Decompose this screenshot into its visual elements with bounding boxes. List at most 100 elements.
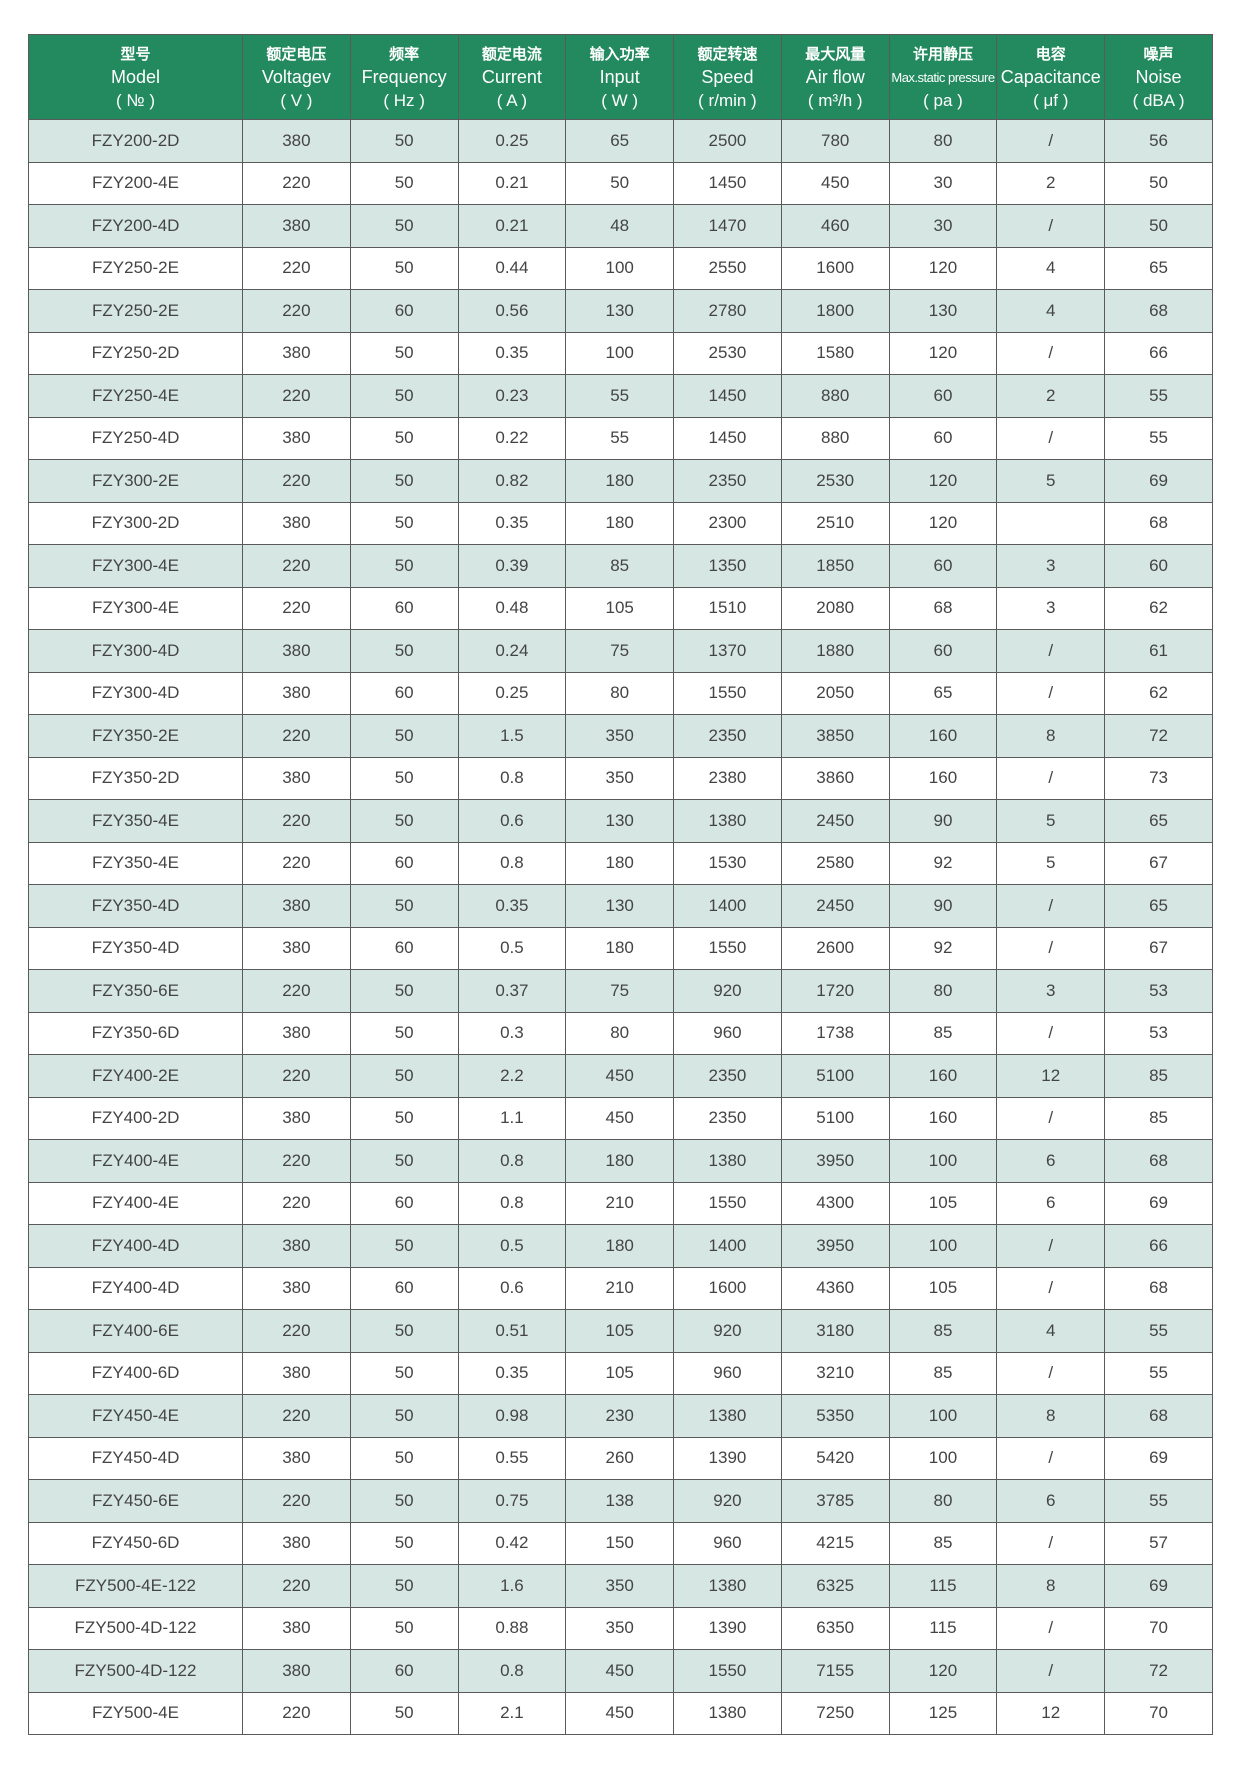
table-cell: / <box>996 1521 1106 1565</box>
table-cell: 72 <box>1104 714 1213 758</box>
table-cell: 1450 <box>673 416 782 460</box>
table-cell: 65 <box>565 119 675 163</box>
table-cell: 68 <box>1104 501 1213 545</box>
table-cell: 220 <box>242 586 351 630</box>
table-cell: / <box>996 629 1106 673</box>
table-cell: 105 <box>565 1309 675 1353</box>
table-cell: 55 <box>1104 1479 1213 1523</box>
header-text: ( pa ) <box>923 90 963 110</box>
table-cell: 350 <box>565 1606 675 1650</box>
table-cell: 160 <box>888 1096 998 1140</box>
table-row: FZY350-4E 220 50 0.6 130 1380 2450 90 5 65 <box>28 799 1213 843</box>
table-cell: 57 <box>1104 1521 1213 1565</box>
table-cell: 85 <box>888 1351 998 1395</box>
table-cell: FZY200-2D <box>28 119 243 163</box>
table-cell: 1380 <box>673 1691 782 1735</box>
table-cell: 50 <box>349 1691 459 1735</box>
table-cell: FZY250-2E <box>28 246 243 290</box>
table-cell: 220 <box>242 1054 351 1098</box>
header-text: ( A ) <box>496 90 528 110</box>
table-cell: 68 <box>1104 1266 1213 1310</box>
table-cell: 5 <box>996 799 1106 843</box>
table-cell: 380 <box>242 501 351 545</box>
table-cell: 2550 <box>673 246 782 290</box>
table-cell: 0.8 <box>457 841 567 885</box>
table-row: FZY250-4D 380 50 0.22 55 1450 880 60/55 <box>28 416 1213 460</box>
table-cell: 3 <box>996 586 1106 630</box>
table-cell: 1530 <box>673 841 782 885</box>
table-row: FZY250-2D 380 50 0.35 100 2530 1580 120/66 <box>28 331 1213 375</box>
table-cell: 5100 <box>780 1096 890 1140</box>
table-cell: 0.8 <box>457 1649 567 1693</box>
table-cell: 380 <box>242 204 351 248</box>
table-cell: 120 <box>888 1649 998 1693</box>
table-cell: 5 <box>996 841 1106 885</box>
table-cell: 50 <box>349 884 459 928</box>
table-cell: 350 <box>565 1564 675 1608</box>
table-cell: 100 <box>888 1394 998 1438</box>
table-cell: 50 <box>349 1521 459 1565</box>
table-row: FZY350-6D 380 50 0.3 80 960 1738 85/53 <box>28 1011 1213 1055</box>
table-cell: 4215 <box>780 1521 890 1565</box>
table-cell: 125 <box>888 1691 998 1735</box>
table-cell: 50 <box>349 1351 459 1395</box>
table-cell: 50 <box>349 1096 459 1140</box>
header-text: ( V ) <box>280 90 313 110</box>
table-cell: 0.25 <box>457 119 567 163</box>
table-row: FZY400-4E 220 50 0.8 180 1380 3950 100 6 68 <box>28 1139 1213 1183</box>
table-cell: 1450 <box>673 161 782 205</box>
header-text: 额定电流 <box>481 45 542 63</box>
table-cell: FZY300-2E <box>28 459 243 503</box>
table-cell: 0.8 <box>457 756 567 800</box>
header-text: ( № ) <box>115 90 155 110</box>
table-cell: 210 <box>565 1181 675 1225</box>
table-cell: 1580 <box>780 331 890 375</box>
table-cell: 60 <box>349 289 459 333</box>
table-cell: 180 <box>565 841 675 885</box>
table-cell: 3950 <box>780 1224 890 1268</box>
table-row: FZY500-4E-122 220 50 1.6 350 1380 6325 115 8 69 <box>28 1564 1213 1608</box>
header-cell: 额定电流 Current ( A ) <box>457 34 567 120</box>
table-row: FZY300-4E 220 60 0.48 105 1510 2080 68 3 62 <box>28 586 1213 630</box>
table-row: FZY450-4D 380 50 0.55 260 1390 5420 100/69 <box>28 1436 1213 1480</box>
table-cell: 3850 <box>780 714 890 758</box>
table-cell: 75 <box>565 629 675 673</box>
table-cell: 50 <box>349 969 459 1013</box>
table-cell: 2600 <box>780 926 890 970</box>
table-cell: 60 <box>349 671 459 715</box>
table-cell: / <box>996 119 1106 163</box>
table-cell: 350 <box>565 756 675 800</box>
table-cell: / <box>996 1224 1106 1268</box>
table-cell: FZY300-4E <box>28 586 243 630</box>
table-cell: 50 <box>1104 204 1213 248</box>
table-cell: 920 <box>673 1309 782 1353</box>
table-cell: 1.5 <box>457 714 567 758</box>
table-cell: 2580 <box>780 841 890 885</box>
table-cell: 6325 <box>780 1564 890 1608</box>
table-cell: 50 <box>349 544 459 588</box>
table-cell: 0.8 <box>457 1181 567 1225</box>
table-cell: 55 <box>1104 1309 1213 1353</box>
header-text: 频率 <box>389 45 420 63</box>
table-cell: 4 <box>996 289 1106 333</box>
table-cell: 5420 <box>780 1436 890 1480</box>
table-cell: / <box>996 1011 1106 1055</box>
table-cell: 380 <box>242 1649 351 1693</box>
table-cell: 1400 <box>673 1224 782 1268</box>
table-cell: 8 <box>996 1394 1106 1438</box>
table-cell: 65 <box>1104 884 1213 928</box>
table-cell: 90 <box>888 884 998 928</box>
table-cell: FZY250-2D <box>28 331 243 375</box>
table-cell: 30 <box>888 204 998 248</box>
header-cell: 最大风量 Air flow ( m³/h ) <box>780 34 890 120</box>
table-cell: 53 <box>1104 969 1213 1013</box>
table-cell: 100 <box>888 1436 998 1480</box>
header-cell: 噪声 Noise ( dBA ) <box>1104 34 1213 120</box>
table-cell: FZY250-4E <box>28 374 243 418</box>
table-cell: 0.88 <box>457 1606 567 1650</box>
table-cell: 5 <box>996 459 1106 503</box>
table-cell: 0.21 <box>457 204 567 248</box>
table-cell: 0.82 <box>457 459 567 503</box>
table-cell: 0.35 <box>457 884 567 928</box>
table-cell: 120 <box>888 331 998 375</box>
